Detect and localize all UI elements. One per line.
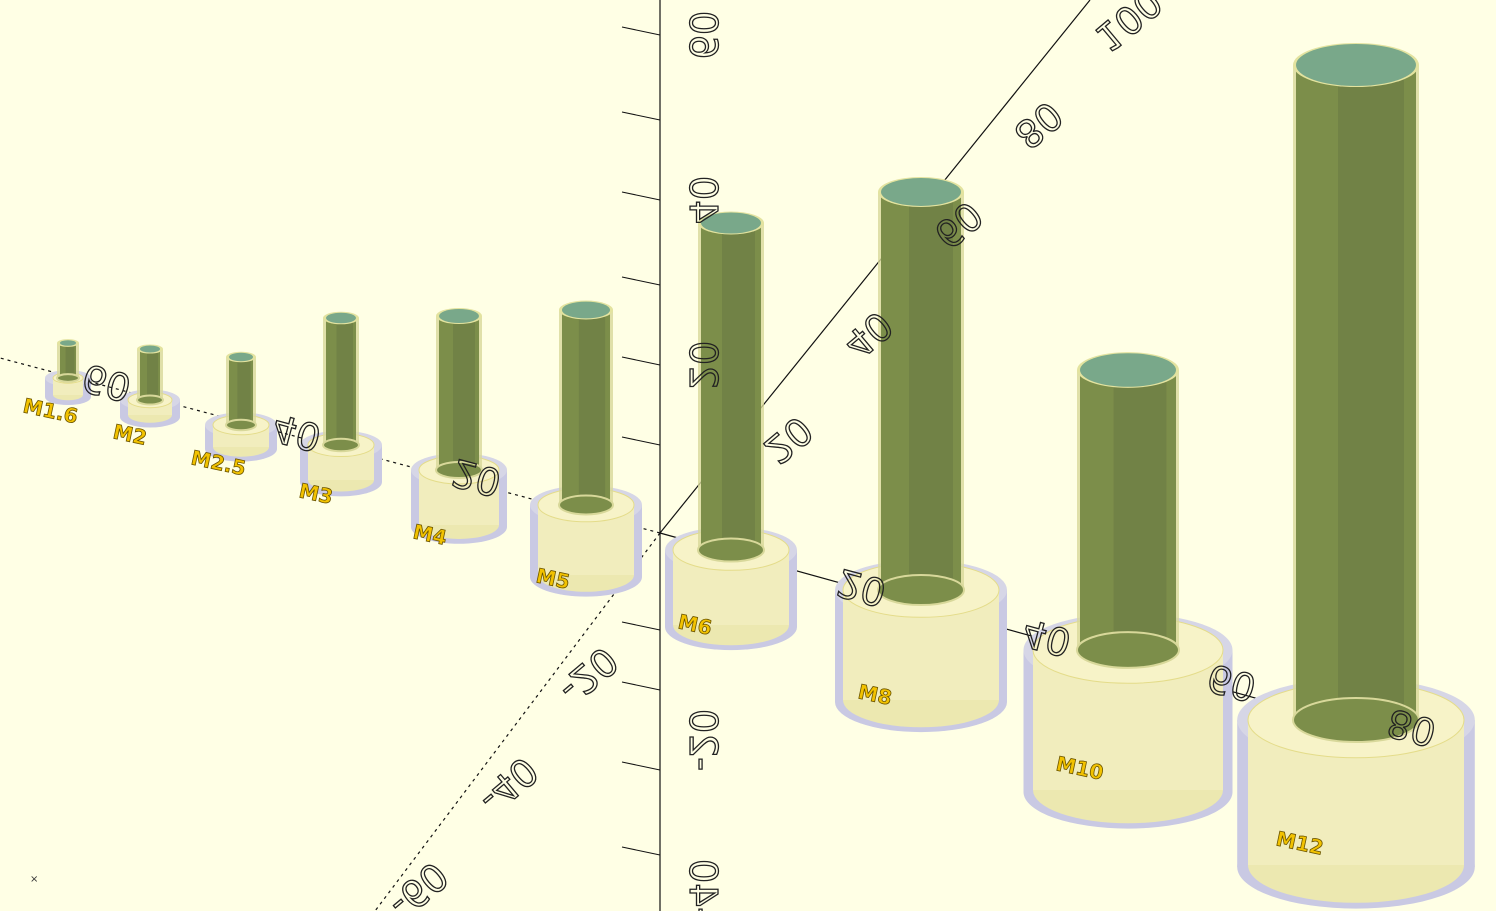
- shaft-foot: [558, 494, 614, 516]
- shaft-foot: [435, 460, 483, 480]
- shaft-shade: [237, 357, 251, 425]
- tick: [621, 681, 661, 691]
- shaft-top: [439, 309, 479, 323]
- shaft-top: [326, 312, 356, 324]
- part-label: M6: [676, 609, 714, 640]
- tick: [621, 191, 661, 201]
- tick: [621, 761, 661, 771]
- shaft-foot: [56, 373, 80, 383]
- axis-label: 60: [681, 11, 725, 59]
- axis-label: -40: [681, 859, 725, 911]
- shaft-foot: [1076, 631, 1180, 669]
- axis-label: 20: [681, 341, 725, 389]
- shaft-shade: [147, 349, 158, 400]
- shaft-top: [881, 178, 961, 206]
- shaft-shade: [65, 343, 75, 378]
- shaft-top: [701, 212, 761, 234]
- tick: [621, 276, 661, 286]
- standoff: M8: [835, 176, 1007, 733]
- tick: [621, 621, 661, 631]
- shaft-shade: [1338, 65, 1404, 720]
- tick: [621, 26, 661, 36]
- shaft-top: [562, 301, 610, 319]
- shaft-shade: [578, 310, 606, 505]
- standoff: M12: [1237, 42, 1475, 909]
- tick: [621, 356, 661, 366]
- y-axis-negative: [374, 532, 661, 911]
- shaft-foot: [877, 573, 965, 607]
- standoff: M4: [411, 307, 507, 550]
- shaft-top: [1296, 44, 1416, 86]
- standoff: M5: [530, 300, 642, 597]
- standoff: M6: [665, 211, 797, 651]
- shaft-shade: [909, 192, 953, 590]
- axis-label: -20: [681, 709, 725, 771]
- shaft-shade: [453, 316, 475, 470]
- shaft-top: [60, 340, 76, 346]
- shaft-top: [140, 345, 160, 353]
- shaft-foot: [136, 394, 164, 406]
- tick: [621, 436, 661, 446]
- shaft-top: [1080, 353, 1176, 387]
- shaft-shade: [722, 223, 755, 550]
- tick-marks: [621, 26, 661, 856]
- standoff: M2.5: [189, 351, 277, 481]
- standoff: M10: [1023, 352, 1233, 829]
- tick: [621, 846, 661, 856]
- axis-label: 40: [681, 176, 725, 224]
- origin-marker: ×: [30, 874, 38, 885]
- shaft-foot: [1292, 696, 1420, 744]
- shaft-shade: [1113, 370, 1167, 650]
- tick: [621, 111, 661, 121]
- shaft-shade: [336, 318, 353, 445]
- standoff: M1.6: [21, 339, 91, 429]
- shaft-foot: [322, 437, 360, 453]
- shaft-top: [229, 352, 253, 362]
- shaft-foot: [697, 537, 765, 563]
- shaft-foot: [225, 418, 257, 432]
- part-label: M5: [534, 563, 572, 594]
